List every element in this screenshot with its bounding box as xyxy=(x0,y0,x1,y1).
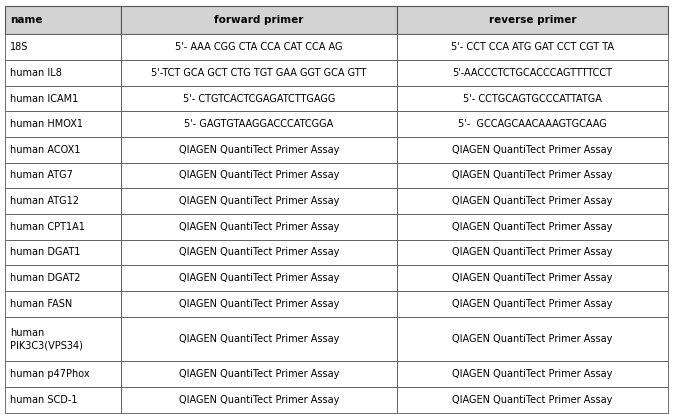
Bar xyxy=(120,362,398,387)
Text: QIAGEN QuantiTect Primer Assay: QIAGEN QuantiTect Primer Assay xyxy=(452,334,612,344)
Text: QIAGEN QuantiTect Primer Assay: QIAGEN QuantiTect Primer Assay xyxy=(452,222,612,232)
Text: human FASN: human FASN xyxy=(10,299,72,309)
Text: QIAGEN QuantiTect Primer Assay: QIAGEN QuantiTect Primer Assay xyxy=(452,299,612,309)
Bar xyxy=(5,60,120,86)
Text: QIAGEN QuantiTect Primer Assay: QIAGEN QuantiTect Primer Assay xyxy=(179,369,339,379)
Text: 5'- GAGTGTAAGGACCCATCGGA: 5'- GAGTGTAAGGACCCATCGGA xyxy=(184,119,334,129)
Bar xyxy=(5,6,120,35)
Bar xyxy=(5,111,120,137)
Text: QIAGEN QuantiTect Primer Assay: QIAGEN QuantiTect Primer Assay xyxy=(179,248,339,258)
Bar xyxy=(398,6,668,35)
Bar xyxy=(120,6,398,35)
Text: QIAGEN QuantiTect Primer Assay: QIAGEN QuantiTect Primer Assay xyxy=(452,196,612,206)
Bar xyxy=(5,137,120,163)
Bar xyxy=(398,214,668,240)
Bar xyxy=(5,362,120,387)
Text: human DGAT1: human DGAT1 xyxy=(10,248,81,258)
Bar xyxy=(120,111,398,137)
Text: 5'- AAA CGG CTA CCA CAT CCA AG: 5'- AAA CGG CTA CCA CAT CCA AG xyxy=(175,42,343,52)
Bar xyxy=(120,265,398,291)
Text: human ACOX1: human ACOX1 xyxy=(10,145,81,155)
Text: 5'-TCT GCA GCT CTG TGT GAA GGT GCA GTT: 5'-TCT GCA GCT CTG TGT GAA GGT GCA GTT xyxy=(151,68,367,78)
Text: QIAGEN QuantiTect Primer Assay: QIAGEN QuantiTect Primer Assay xyxy=(452,145,612,155)
Bar xyxy=(398,86,668,111)
Bar xyxy=(398,60,668,86)
Bar xyxy=(5,163,120,188)
Text: QIAGEN QuantiTect Primer Assay: QIAGEN QuantiTect Primer Assay xyxy=(179,273,339,283)
Bar xyxy=(120,137,398,163)
Text: human p47Phox: human p47Phox xyxy=(10,369,90,379)
Bar xyxy=(5,188,120,214)
Text: human ATG7: human ATG7 xyxy=(10,171,73,181)
Bar xyxy=(120,60,398,86)
Bar xyxy=(5,240,120,265)
Text: QIAGEN QuantiTect Primer Assay: QIAGEN QuantiTect Primer Assay xyxy=(179,395,339,405)
Text: QIAGEN QuantiTect Primer Assay: QIAGEN QuantiTect Primer Assay xyxy=(452,395,612,405)
Bar xyxy=(5,387,120,413)
Bar xyxy=(120,188,398,214)
Text: 5'- CTGTCACTCGAGATCTTGAGG: 5'- CTGTCACTCGAGATCTTGAGG xyxy=(183,94,335,104)
Bar xyxy=(120,214,398,240)
Bar xyxy=(398,387,668,413)
Text: 5'- CCT CCA ATG GAT CCT CGT TA: 5'- CCT CCA ATG GAT CCT CGT TA xyxy=(451,42,614,52)
Text: human IL8: human IL8 xyxy=(10,68,62,78)
Bar xyxy=(5,291,120,317)
Bar xyxy=(120,291,398,317)
Bar xyxy=(398,265,668,291)
Text: QIAGEN QuantiTect Primer Assay: QIAGEN QuantiTect Primer Assay xyxy=(179,334,339,344)
Bar xyxy=(398,362,668,387)
Text: QIAGEN QuantiTect Primer Assay: QIAGEN QuantiTect Primer Assay xyxy=(179,145,339,155)
Bar xyxy=(398,163,668,188)
Text: QIAGEN QuantiTect Primer Assay: QIAGEN QuantiTect Primer Assay xyxy=(179,171,339,181)
Text: human
PIK3C3(VPS34): human PIK3C3(VPS34) xyxy=(10,328,83,350)
Text: 5'-  GCCAGCAACAAAGTGCAAG: 5'- GCCAGCAACAAAGTGCAAG xyxy=(458,119,607,129)
Bar xyxy=(5,265,120,291)
Bar xyxy=(398,291,668,317)
Bar xyxy=(5,35,120,60)
Bar xyxy=(5,86,120,111)
Text: QIAGEN QuantiTect Primer Assay: QIAGEN QuantiTect Primer Assay xyxy=(452,273,612,283)
Bar xyxy=(398,111,668,137)
Bar xyxy=(5,214,120,240)
Text: QIAGEN QuantiTect Primer Assay: QIAGEN QuantiTect Primer Assay xyxy=(179,299,339,309)
Text: human ICAM1: human ICAM1 xyxy=(10,94,78,104)
Text: QIAGEN QuantiTect Primer Assay: QIAGEN QuantiTect Primer Assay xyxy=(452,248,612,258)
Text: human CPT1A1: human CPT1A1 xyxy=(10,222,85,232)
Bar xyxy=(398,137,668,163)
Bar xyxy=(398,240,668,265)
Bar xyxy=(5,317,120,362)
Bar xyxy=(120,317,398,362)
Text: 5'-AACCCTCTGCACCCAGTTTTCCT: 5'-AACCCTCTGCACCCAGTTTTCCT xyxy=(452,68,612,78)
Text: QIAGEN QuantiTect Primer Assay: QIAGEN QuantiTect Primer Assay xyxy=(179,196,339,206)
Text: reverse primer: reverse primer xyxy=(489,15,576,25)
Text: QIAGEN QuantiTect Primer Assay: QIAGEN QuantiTect Primer Assay xyxy=(452,369,612,379)
Text: QIAGEN QuantiTect Primer Assay: QIAGEN QuantiTect Primer Assay xyxy=(452,171,612,181)
Text: 18S: 18S xyxy=(10,42,28,52)
Bar xyxy=(120,387,398,413)
Bar xyxy=(398,188,668,214)
Bar xyxy=(120,35,398,60)
Text: name: name xyxy=(10,15,42,25)
Bar xyxy=(120,86,398,111)
Text: human SCD-1: human SCD-1 xyxy=(10,395,77,405)
Text: human DGAT2: human DGAT2 xyxy=(10,273,81,283)
Bar xyxy=(398,317,668,362)
Text: human ATG12: human ATG12 xyxy=(10,196,79,206)
Bar xyxy=(120,240,398,265)
Text: human HMOX1: human HMOX1 xyxy=(10,119,83,129)
Bar xyxy=(398,35,668,60)
Text: 5'- CCTGCAGTGCCCATTATGA: 5'- CCTGCAGTGCCCATTATGA xyxy=(463,94,602,104)
Bar xyxy=(120,163,398,188)
Text: QIAGEN QuantiTect Primer Assay: QIAGEN QuantiTect Primer Assay xyxy=(179,222,339,232)
Text: forward primer: forward primer xyxy=(214,15,304,25)
